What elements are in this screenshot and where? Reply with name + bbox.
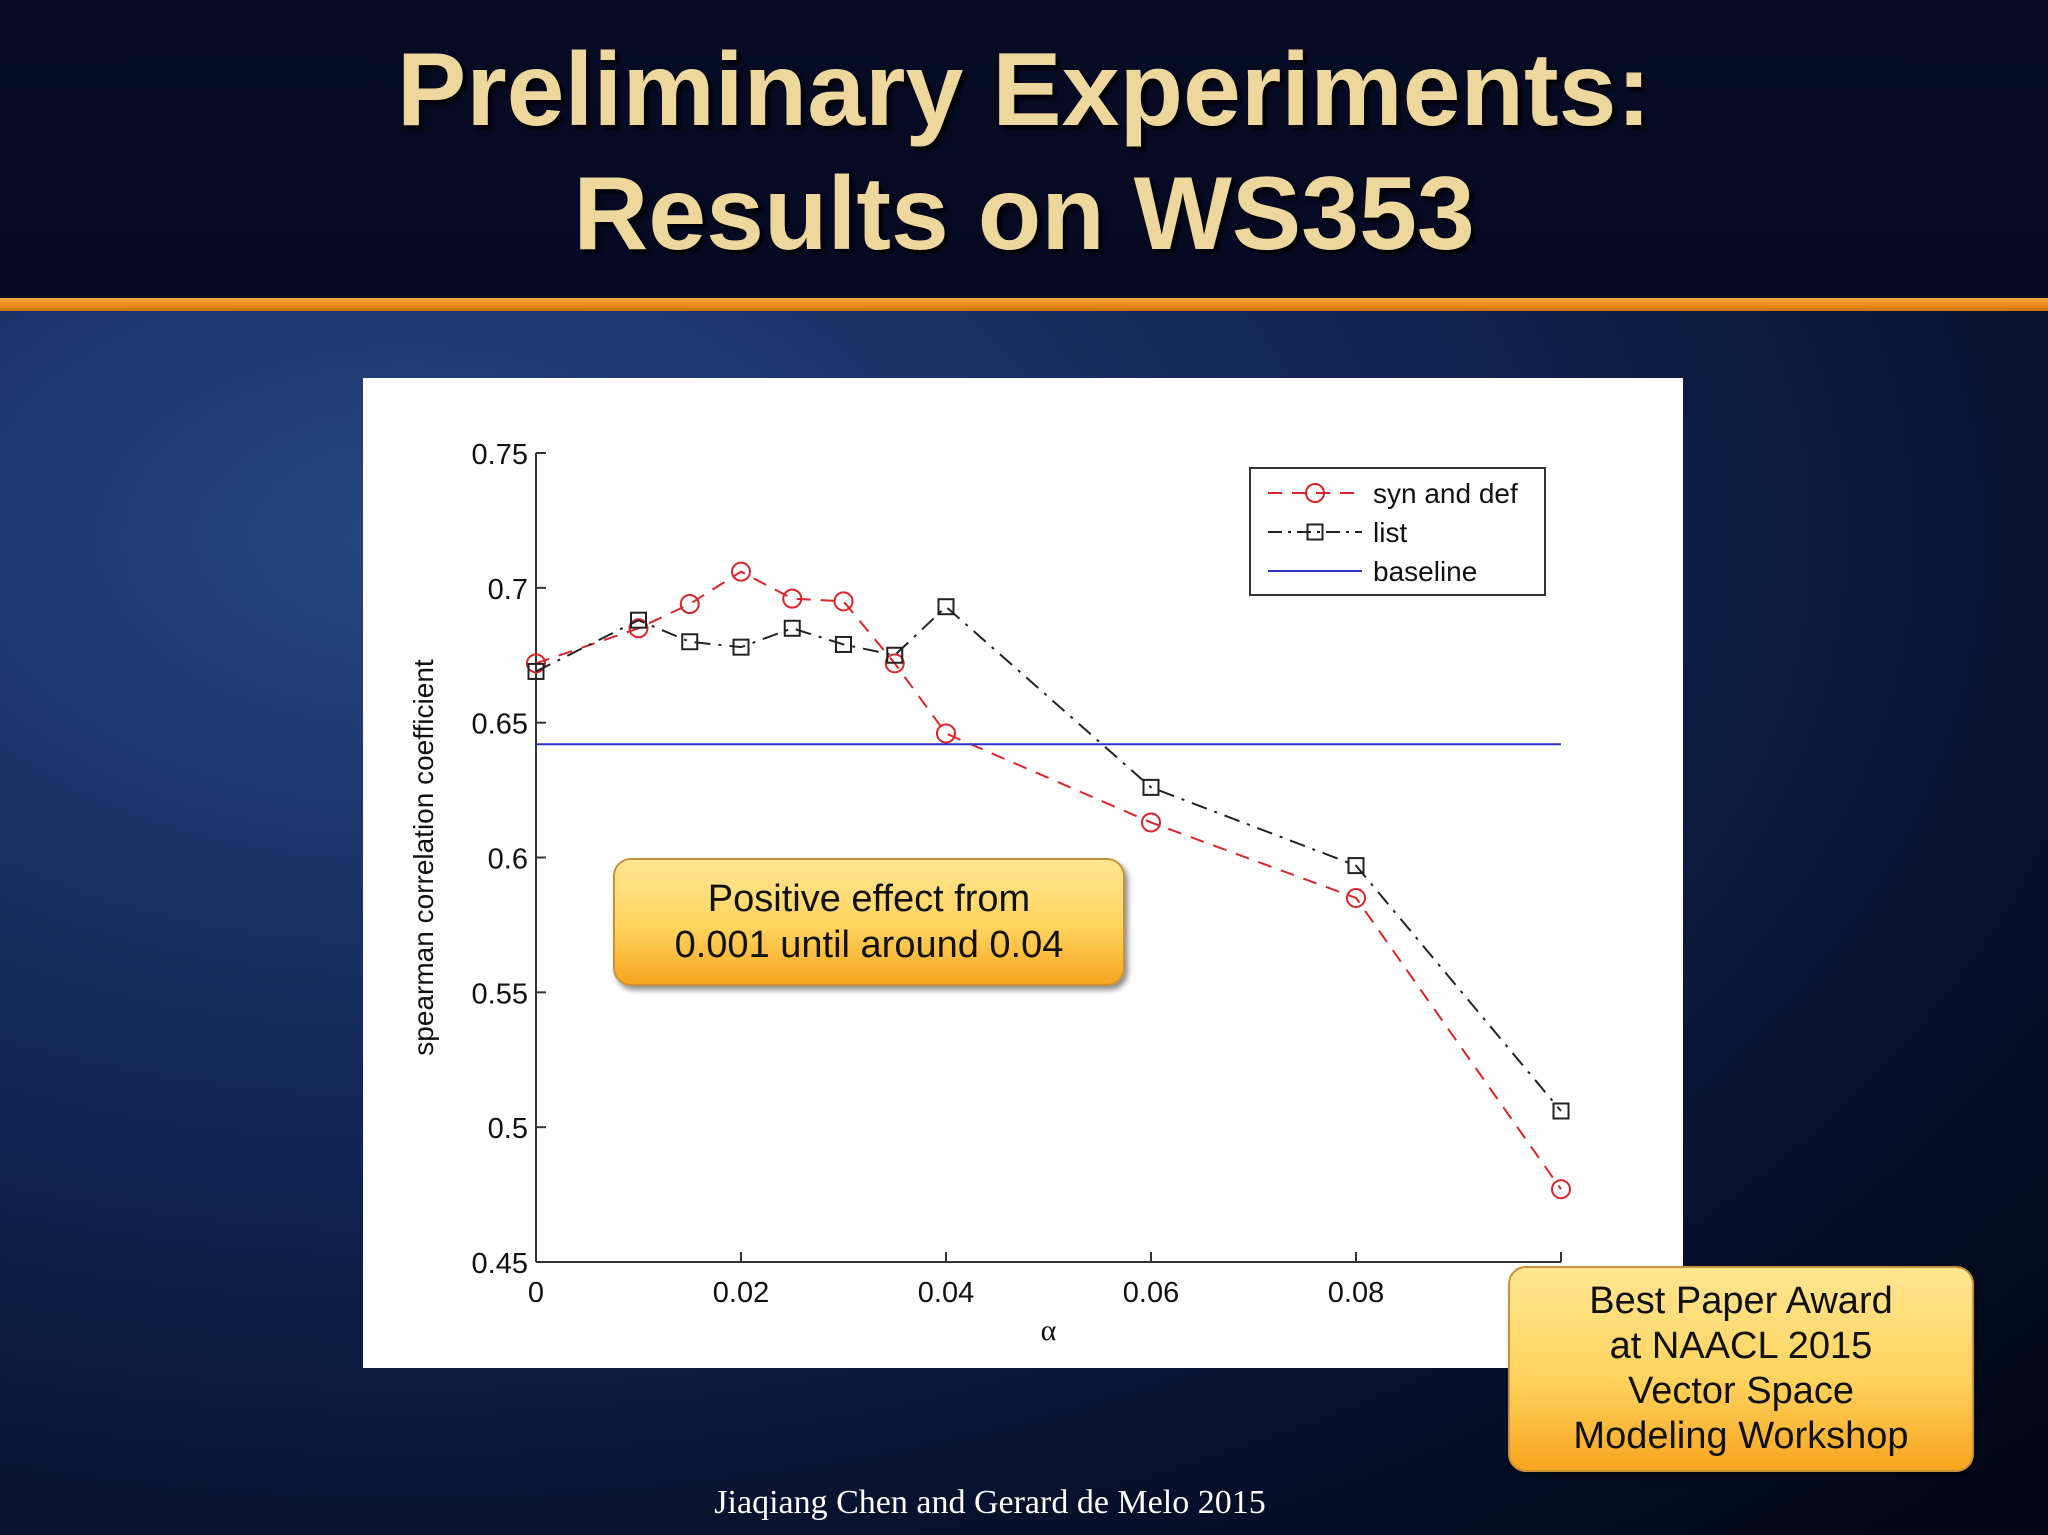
effect-callout: Positive effect from 0.001 until around … — [613, 858, 1125, 986]
x-axis-label: α — [1041, 1314, 1057, 1347]
y-tick-label: 0.55 — [472, 978, 528, 1010]
effect-callout-line-2: 0.001 until around 0.04 — [674, 924, 1064, 966]
data-point — [937, 598, 955, 616]
y-tick-label: 0.65 — [472, 709, 528, 741]
x-tick-label: 0.06 — [1123, 1277, 1179, 1309]
data-point — [679, 594, 700, 615]
data-point — [681, 633, 699, 651]
slide-title-line-1: Preliminary Experiments: — [396, 32, 1652, 148]
x-tick-label: 0.04 — [918, 1277, 974, 1309]
data-point — [630, 611, 647, 629]
y-tick-label: 0.6 — [488, 844, 528, 876]
legend-marker — [1305, 483, 1325, 503]
data-point — [833, 591, 854, 612]
legend-label: baseline — [1373, 556, 1477, 587]
data-point — [732, 638, 750, 656]
y-tick-label: 0.75 — [472, 439, 528, 471]
y-tick-label: 0.45 — [472, 1248, 528, 1280]
award-callout-line-2: at NAACL 2015 — [1609, 1325, 1873, 1367]
award-callout-line-4: Modeling Workshop — [1573, 1415, 1909, 1457]
header-divider — [0, 298, 2048, 311]
data-point — [1551, 1179, 1571, 1200]
y-tick-label: 0.5 — [488, 1113, 528, 1145]
data-point — [835, 635, 852, 653]
y-axis-label: spearman correlation coefficient — [408, 659, 439, 1056]
award-callout-line-1: Best Paper Award — [1589, 1280, 1893, 1322]
data-point — [783, 619, 801, 637]
x-tick-label: 0 — [528, 1277, 544, 1309]
x-tick-label: 0.02 — [713, 1277, 769, 1309]
data-point — [1142, 778, 1160, 796]
legend-marker — [1306, 523, 1324, 541]
award-callout-line-3: Vector Space — [1627, 1370, 1855, 1412]
slide-title-line-2: Results on WS353 — [573, 156, 1475, 272]
effect-callout-line-1: Positive effect from — [707, 878, 1031, 920]
slide-header: Preliminary Experiments: Results on WS35… — [0, 0, 2048, 298]
data-point — [731, 561, 751, 582]
data-point — [1347, 857, 1365, 875]
series-line-0 — [535, 570, 1562, 1190]
y-tick-label: 0.7 — [488, 574, 528, 606]
data-point — [936, 723, 956, 744]
data-point — [527, 662, 545, 680]
data-point — [1552, 1102, 1570, 1120]
slide-title: Preliminary Experiments: Results on WS35… — [0, 28, 2048, 276]
legend-label: syn and def — [1373, 478, 1518, 509]
data-point — [1141, 812, 1161, 833]
legend-label: list — [1373, 517, 1407, 548]
x-tick-label: 0.08 — [1328, 1277, 1384, 1309]
series-line-1 — [535, 605, 1562, 1112]
data-point — [1346, 887, 1366, 908]
award-callout: Best Paper Award at NAACL 2015 Vector Sp… — [1508, 1266, 1974, 1472]
data-point — [526, 653, 546, 674]
data-point — [782, 588, 803, 609]
data-point — [886, 646, 904, 664]
line-chart: 0.45 0.5 0.55 0.6 0.65 0.7 0.75 0 0.02 0.04 0.06 0.… — [408, 439, 1571, 1347]
slide-footer: Jiaqiang Chen and Gerard de Melo 2015 — [714, 1484, 1266, 1521]
data-point — [884, 653, 905, 674]
